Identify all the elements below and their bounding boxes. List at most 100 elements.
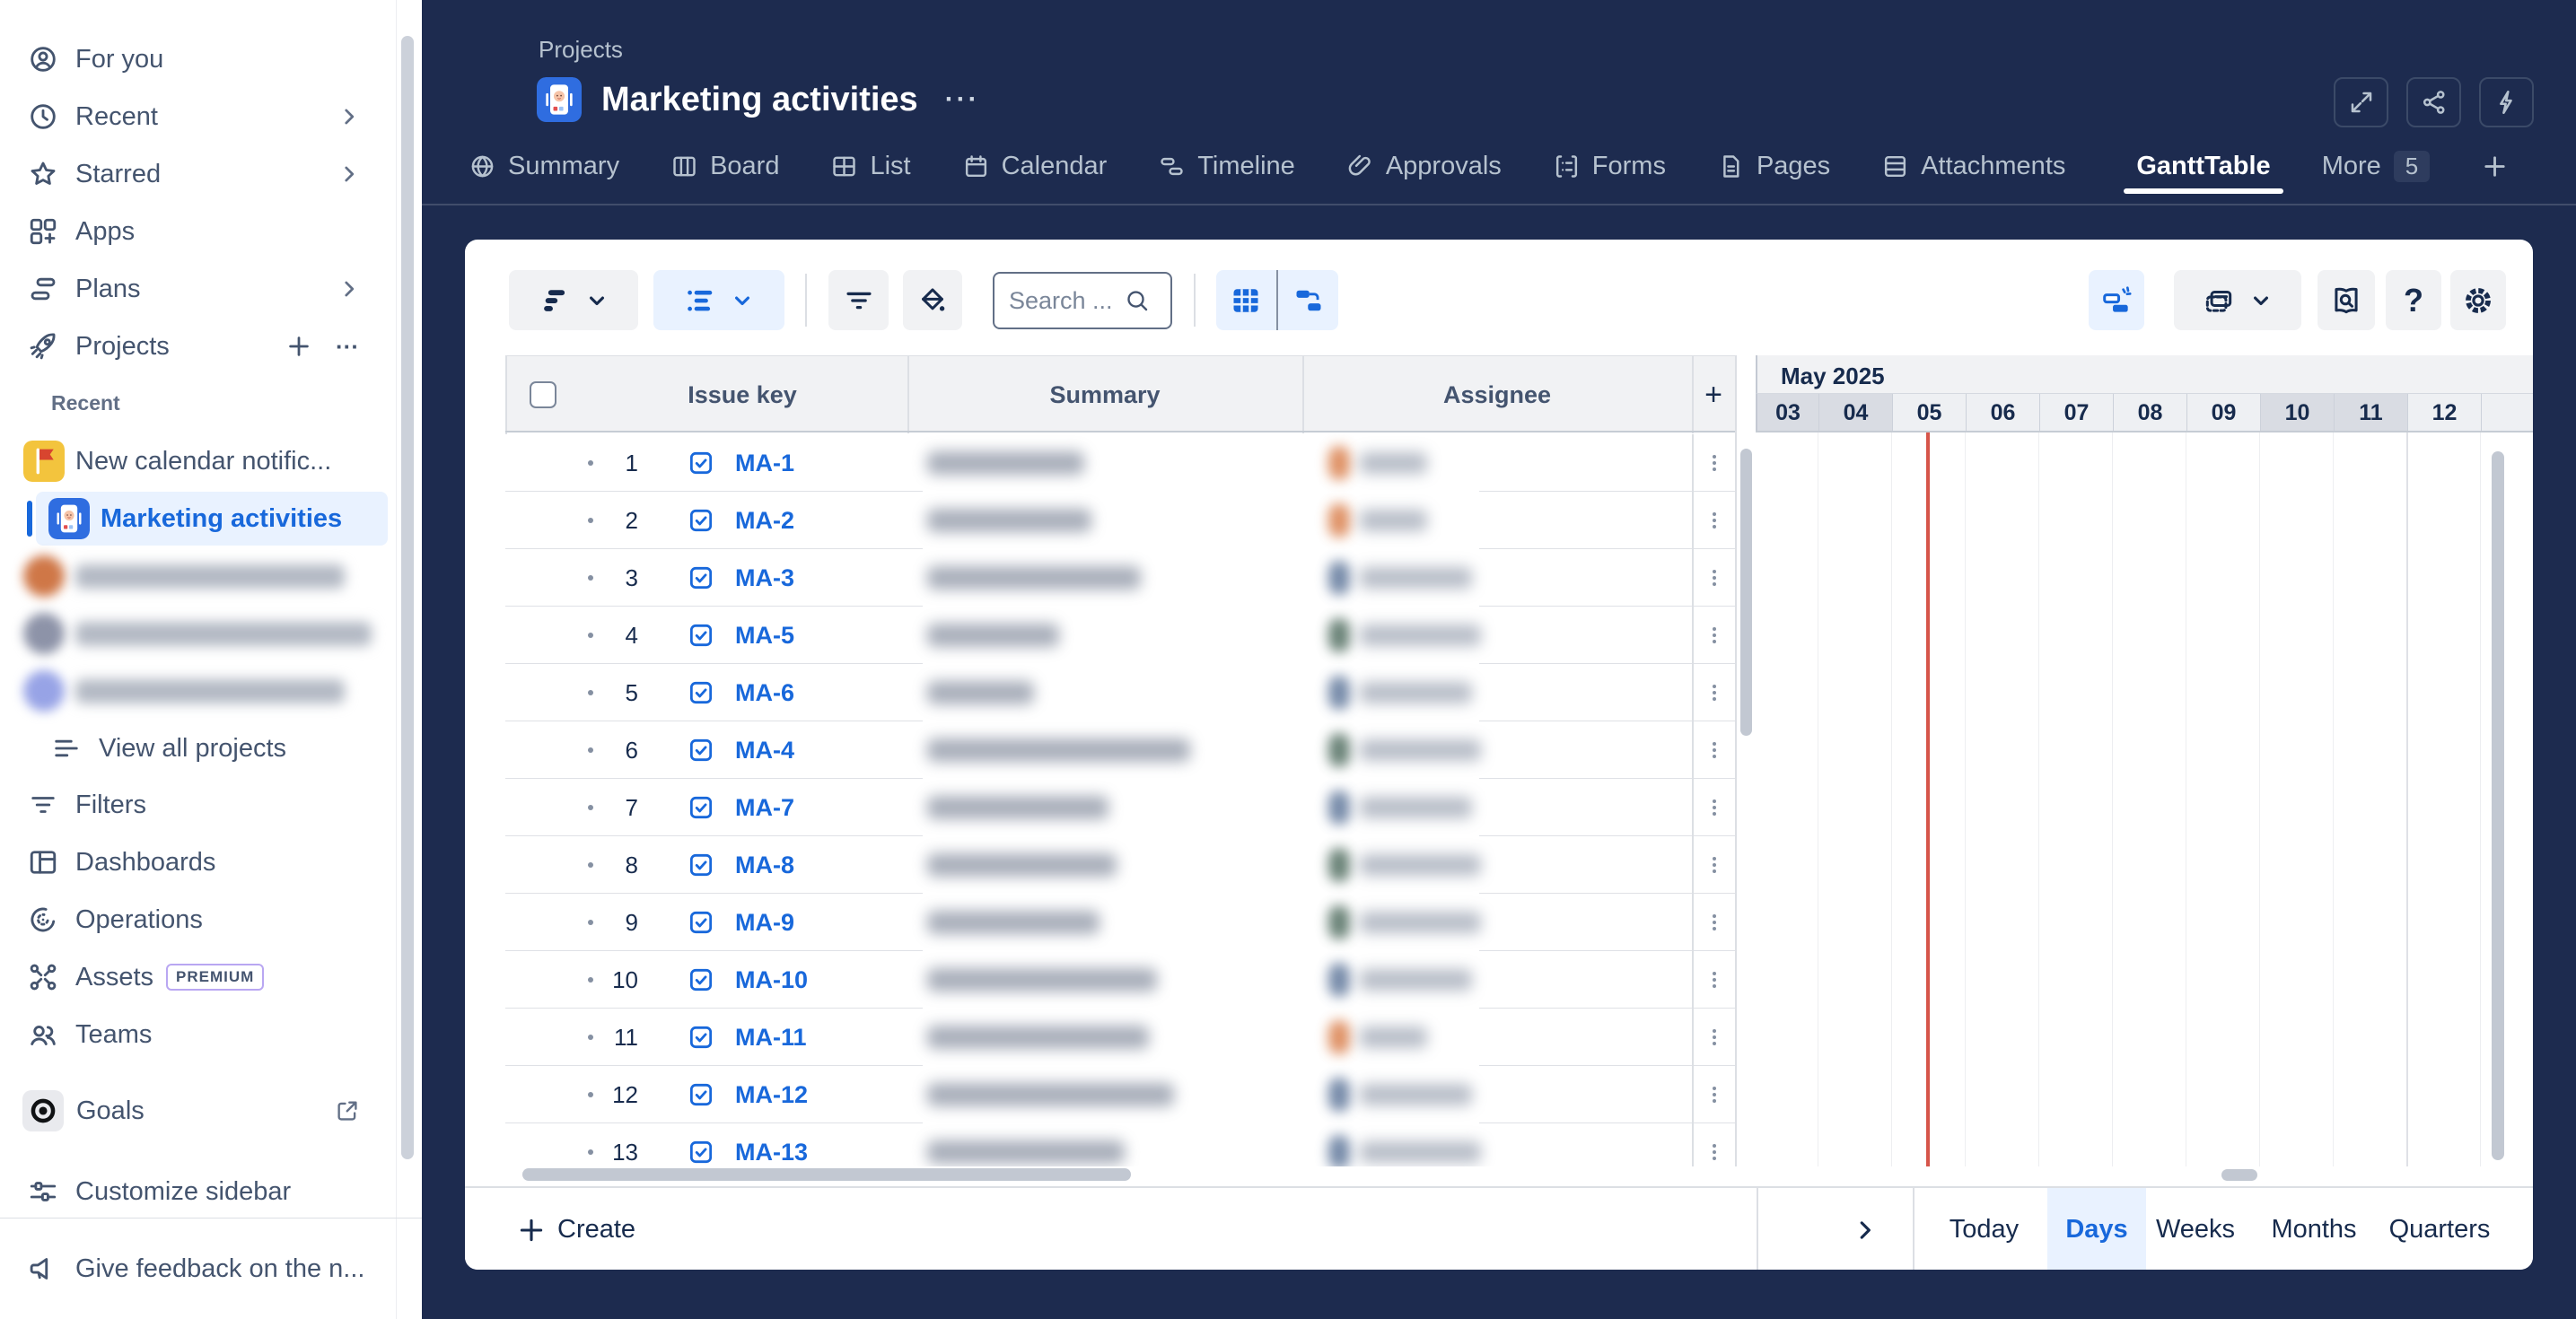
sidebar-item-operations[interactable]: Operations (11, 895, 386, 945)
list-options-button[interactable] (653, 270, 784, 330)
row-menu-button[interactable] (1704, 734, 1725, 766)
gantt-vertical-scrollbar[interactable] (2492, 451, 2504, 1160)
column-header-summary[interactable]: Summary (1049, 380, 1161, 408)
today-button[interactable]: Today (1949, 1215, 2020, 1244)
sidebar-item-view-all-projects[interactable]: View all projects (11, 723, 386, 773)
sidebar-project-new-calendar-notific-[interactable]: New calendar notific... (11, 434, 386, 488)
issue-key-link[interactable]: MA-4 (735, 737, 794, 764)
gantt-horizontal-scrollbar[interactable] (2221, 1169, 2257, 1181)
issue-key-link[interactable]: MA-1 (735, 450, 794, 476)
issue-key-link[interactable]: MA-7 (735, 794, 794, 821)
sidebar-item-feedback[interactable]: Give feedback on the n... (11, 1244, 386, 1294)
select-all-checkbox[interactable] (530, 381, 556, 408)
automation-button[interactable] (2479, 77, 2534, 127)
projects-more-icon[interactable]: ··· (336, 333, 359, 360)
table-row[interactable]: 12 MA-12 (505, 1066, 1735, 1123)
breadcrumb[interactable]: Projects (539, 36, 623, 63)
share-button[interactable] (2406, 77, 2461, 127)
table-vertical-scrollbar[interactable] (1740, 449, 1752, 736)
add-column-button[interactable]: + (1704, 377, 1722, 412)
table-row[interactable]: 11 MA-11 (505, 1009, 1735, 1066)
row-menu-button[interactable] (1704, 677, 1725, 709)
row-menu-button[interactable] (1704, 964, 1725, 996)
grid-view-button[interactable] (1216, 270, 1276, 330)
table-row[interactable]: 1 MA-1 (505, 434, 1735, 492)
add-view-tab[interactable] (2481, 153, 2509, 180)
tab-timeline[interactable]: Timeline (1158, 152, 1295, 181)
tab-list[interactable]: List (830, 152, 911, 181)
issue-key-link[interactable]: MA-11 (735, 1024, 807, 1051)
table-row[interactable]: 3 MA-3 (505, 549, 1735, 607)
tab-more[interactable]: More 5 (2322, 150, 2431, 182)
table-row[interactable]: 7 MA-7 (505, 779, 1735, 836)
sidebar-scrollbar[interactable] (401, 36, 414, 1159)
issue-key-link[interactable]: MA-12 (735, 1081, 809, 1108)
sidebar-project-blurred[interactable] (11, 607, 386, 660)
sidebar-project-blurred[interactable] (11, 549, 386, 603)
row-menu-button[interactable] (1704, 562, 1725, 594)
docs-button[interactable] (2318, 270, 2375, 330)
create-button[interactable]: Create (516, 1188, 635, 1270)
tab-calendar[interactable]: Calendar (962, 152, 1107, 181)
sidebar-item-goals[interactable]: Goals (11, 1086, 386, 1136)
sidebar-item-recent[interactable]: Recent (11, 92, 386, 142)
row-menu-button[interactable] (1704, 849, 1725, 881)
gantt-chart-area[interactable] (1756, 432, 2533, 1166)
workflow-view-button[interactable] (1278, 270, 1338, 330)
filter-button[interactable] (828, 270, 889, 330)
sidebar-item-starred[interactable]: Starred (11, 149, 386, 199)
baseline-button[interactable] (2174, 270, 2301, 330)
table-row[interactable]: 8 MA-8 (505, 836, 1735, 894)
sidebar-project-blurred[interactable] (11, 664, 386, 718)
sidebar-item-for-you[interactable]: For you (11, 34, 386, 84)
zoom-days-button[interactable]: Days (2047, 1188, 2146, 1270)
row-menu-button[interactable] (1704, 447, 1725, 479)
sidebar-item-apps[interactable]: Apps (11, 206, 386, 257)
settings-button[interactable] (2450, 270, 2506, 330)
gantt-options-button[interactable] (509, 270, 638, 330)
table-row[interactable]: 5 MA-6 (505, 664, 1735, 721)
issue-key-link[interactable]: MA-5 (735, 622, 794, 649)
issue-key-link[interactable]: MA-9 (735, 909, 794, 936)
row-menu-button[interactable] (1704, 906, 1725, 939)
tab-board[interactable]: Board (670, 152, 779, 181)
sidebar-item-assets[interactable]: Assets PREMIUM (11, 952, 386, 1002)
sidebar-item-customize[interactable]: Customize sidebar (11, 1166, 386, 1217)
sidebar-project-marketing-activities[interactable]: Marketing activities (36, 492, 388, 546)
row-menu-button[interactable] (1704, 1021, 1725, 1053)
column-header-issue-key[interactable]: Issue key (688, 380, 797, 408)
row-menu-button[interactable] (1704, 791, 1725, 824)
issue-key-link[interactable]: MA-2 (735, 507, 794, 534)
zoom-weeks-button[interactable]: Weeks (2155, 1215, 2236, 1244)
row-menu-button[interactable] (1704, 1079, 1725, 1111)
table-horizontal-scrollbar[interactable] (522, 1168, 1131, 1181)
tab-summary[interactable]: Summary (469, 152, 619, 181)
sidebar-item-plans[interactable]: Plans (11, 264, 386, 314)
tab-gantttable[interactable]: GanttTable (2124, 152, 2284, 194)
table-row[interactable]: 9 MA-9 (505, 894, 1735, 951)
table-row[interactable]: 2 MA-2 (505, 492, 1735, 549)
table-row[interactable]: 6 MA-4 (505, 721, 1735, 779)
expand-panel-button[interactable] (1811, 1188, 1919, 1270)
search-input[interactable] (1009, 286, 1124, 315)
zoom-months-button[interactable]: Months (2271, 1215, 2357, 1244)
table-row[interactable]: 4 MA-5 (505, 607, 1735, 664)
issue-key-link[interactable]: MA-8 (735, 852, 794, 878)
row-menu-button[interactable] (1704, 619, 1725, 651)
add-project-icon[interactable] (285, 333, 312, 360)
sidebar-item-projects[interactable]: Projects ··· (11, 321, 386, 371)
row-menu-button[interactable] (1704, 1136, 1725, 1166)
row-menu-button[interactable] (1704, 504, 1725, 537)
project-more-menu[interactable]: ··· (944, 84, 980, 114)
column-header-assignee[interactable]: Assignee (1442, 380, 1552, 408)
tab-forms[interactable]: Forms (1553, 152, 1666, 181)
tab-pages[interactable]: Pages (1717, 152, 1830, 181)
dependency-button[interactable] (2089, 270, 2144, 330)
issue-key-link[interactable]: MA-6 (735, 679, 794, 706)
sidebar-item-filters[interactable]: Filters (11, 780, 386, 830)
color-fill-button[interactable] (903, 270, 962, 330)
issue-key-link[interactable]: MA-3 (735, 564, 794, 591)
tab-attachments[interactable]: Attachments (1881, 152, 2065, 181)
help-button[interactable]: ? (2386, 270, 2441, 330)
issue-key-link[interactable]: MA-13 (735, 1139, 809, 1166)
